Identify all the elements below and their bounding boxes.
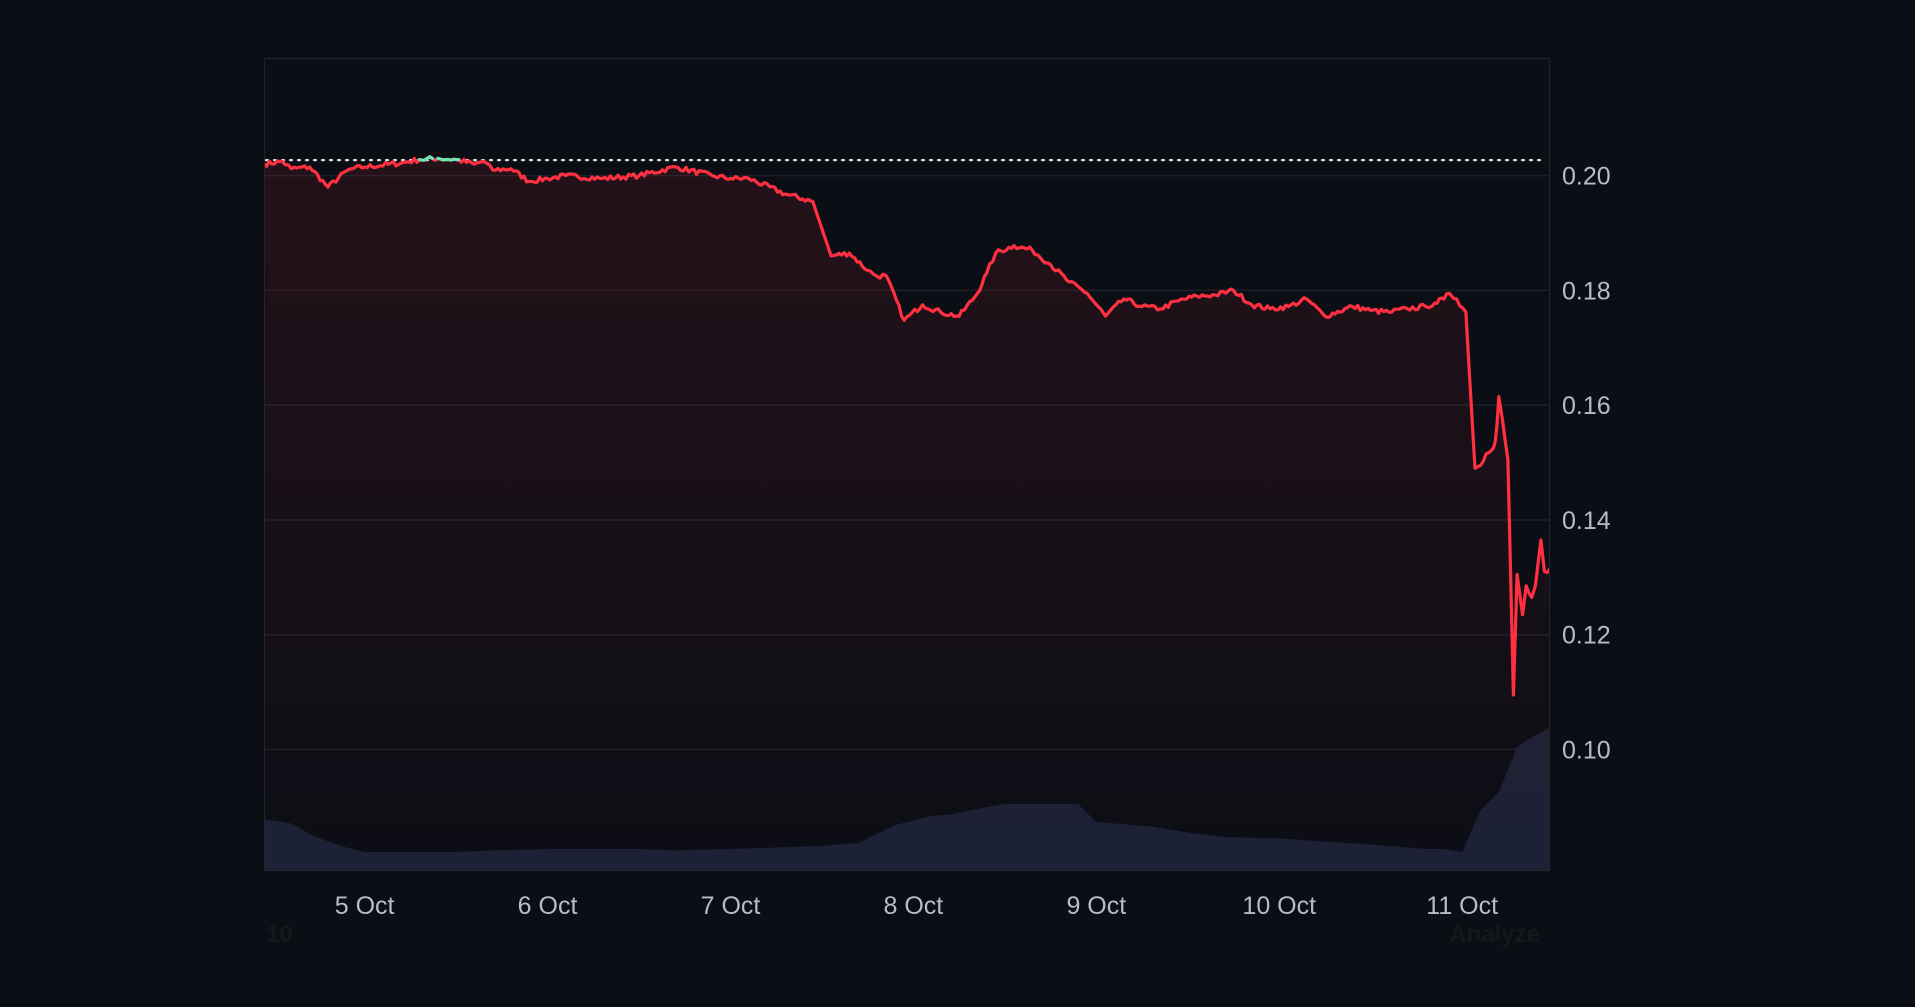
x-tick-label-6: 11 Oct xyxy=(1426,892,1498,920)
y-tick-label-2: 0.16 xyxy=(1562,392,1611,420)
x-tick-label-0: 5 Oct xyxy=(335,892,395,920)
price-line xyxy=(264,155,1550,697)
y-tick-label-4: 0.12 xyxy=(1562,622,1611,650)
x-tick-label-5: 10 Oct xyxy=(1242,892,1316,920)
watermark-left: 10 xyxy=(266,921,293,948)
y-tick-label-1: 0.18 xyxy=(1562,277,1611,305)
y-tick-label-0: 0.20 xyxy=(1562,163,1611,191)
y-axis-ticks: 0.20 0.18 0.16 0.14 0.12 0.10 xyxy=(1562,163,1611,765)
x-axis-ticks: 5 Oct 6 Oct 7 Oct 8 Oct 9 Oct 10 Oct 11 Oct xyxy=(335,892,1498,920)
x-tick-label-4: 9 Oct xyxy=(1066,892,1126,920)
x-tick-label-2: 7 Oct xyxy=(701,892,761,920)
price-line-above-ref-1 xyxy=(436,156,461,162)
y-tick-label-3: 0.14 xyxy=(1562,507,1611,535)
price-line-group xyxy=(264,155,1550,697)
price-area-fill xyxy=(264,156,1550,870)
x-tick-label-3: 8 Oct xyxy=(884,892,944,920)
watermark-right: Analyze xyxy=(1449,921,1540,948)
price-line-above-ref-0 xyxy=(417,155,435,162)
x-tick-label-1: 6 Oct xyxy=(518,892,578,920)
price-area xyxy=(264,156,1550,870)
y-tick-label-5: 0.10 xyxy=(1562,736,1611,764)
